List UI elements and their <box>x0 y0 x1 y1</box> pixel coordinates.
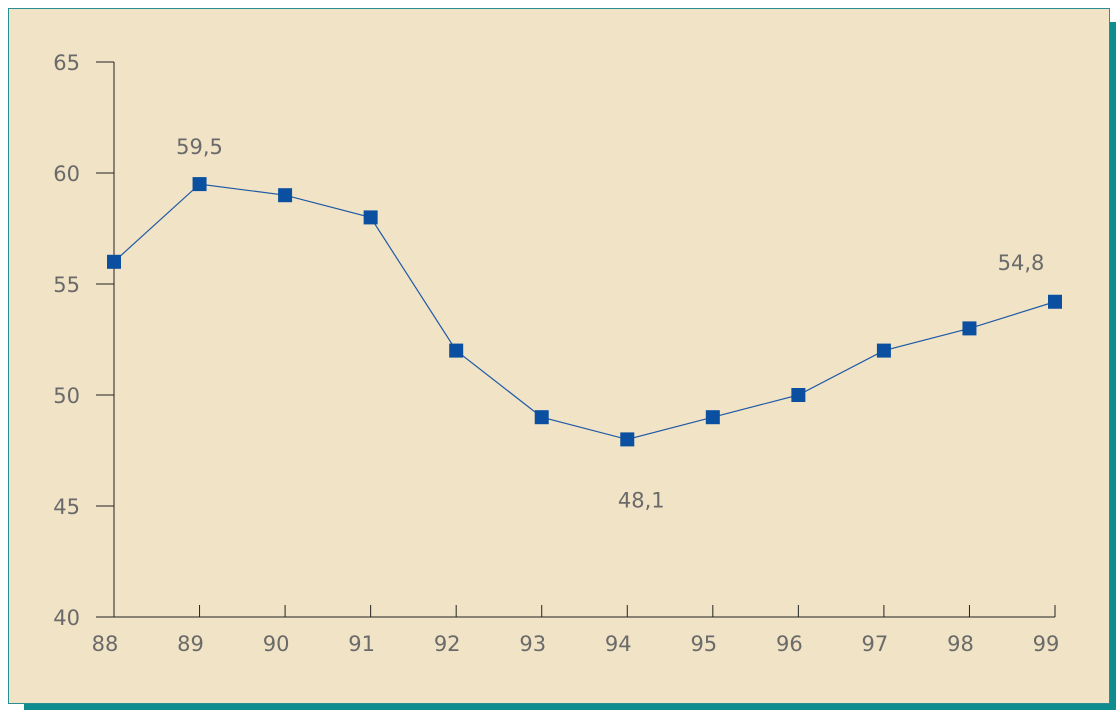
x-tick-label: 91 <box>348 632 375 656</box>
data-point-marker <box>534 410 549 425</box>
data-label: 48,1 <box>618 488 665 512</box>
chart-axes <box>113 62 1055 618</box>
x-tick-label: 93 <box>519 632 546 656</box>
x-tick-label: 96 <box>776 632 803 656</box>
data-point-marker <box>449 343 464 358</box>
y-tick-label: 65 <box>53 51 80 75</box>
y-tick-label: 40 <box>53 606 80 630</box>
series-line <box>113 183 1056 441</box>
data-point-marker <box>107 254 121 269</box>
y-tick-label: 45 <box>53 495 80 519</box>
data-point-marker <box>962 321 977 336</box>
data-point-marker <box>278 188 293 203</box>
chart-labels: 59,5 48,1 54,8 <box>176 135 1044 512</box>
x-tick-label: 98 <box>947 632 974 656</box>
data-label: 59,5 <box>176 135 223 159</box>
data-label: 54,8 <box>998 251 1045 275</box>
y-tick-label: 60 <box>53 162 80 186</box>
chart-frame <box>8 8 1110 704</box>
x-tick-label: 95 <box>690 632 717 656</box>
x-tick-label: 90 <box>263 632 290 656</box>
data-point-marker <box>876 343 891 358</box>
data-point-marker <box>791 388 806 402</box>
x-tick-label: 88 <box>92 632 119 656</box>
data-point-marker <box>705 410 720 425</box>
x-tick-label: 89 <box>177 632 204 656</box>
y-tick-label: 55 <box>53 273 80 297</box>
x-tick-label: 99 <box>1033 632 1060 656</box>
data-point-marker <box>363 210 378 225</box>
data-point-marker <box>1048 294 1062 309</box>
chart-ticks: 40 45 50 55 60 65 88 89 90 91 92 93 94 95 96 97 98 99 <box>53 51 1059 656</box>
x-tick-label: 97 <box>862 632 889 656</box>
x-tick-label: 92 <box>434 632 461 656</box>
chart-series <box>107 177 1062 447</box>
data-point-marker <box>192 177 207 192</box>
x-tick-label: 94 <box>605 632 632 656</box>
y-tick-label: 50 <box>53 384 80 408</box>
data-point-marker <box>620 432 635 447</box>
